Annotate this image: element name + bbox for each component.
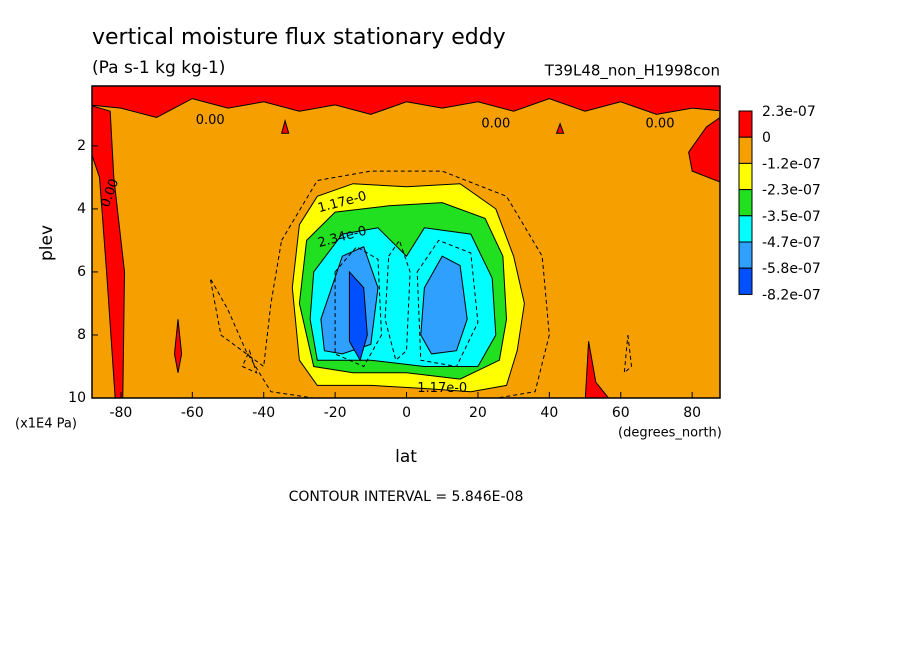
colorbar-label: -1.2e-07 (762, 156, 821, 172)
contour-fill (584, 341, 610, 398)
y-tick-label: 8 (77, 327, 86, 343)
y-tick-label: 2 (77, 138, 86, 154)
contour-fill (92, 86, 720, 119)
x-tick-label: 20 (469, 405, 487, 421)
colorbar-label: -5.8e-07 (762, 261, 821, 277)
contour-fill (173, 319, 183, 373)
subtitle: (Pa s-1 kg kg-1) (92, 58, 225, 78)
colorbar-box (738, 241, 753, 269)
x-tick-label: 40 (540, 405, 558, 421)
contour-line (241, 349, 258, 374)
y-axis-label: plev (37, 225, 57, 261)
footer: CONTOUR INTERVAL = 5.846E-08 (289, 489, 524, 505)
contour-fill (688, 116, 720, 183)
colorbar-box (738, 215, 753, 243)
y-units: (x1E4 Pa) (15, 417, 77, 432)
y-tick-label: 6 (77, 264, 86, 280)
contour-fill (92, 105, 126, 398)
colorbar-label: 2.3e-07 (762, 104, 816, 120)
contour-label: 0.00 (196, 113, 225, 128)
colorbar-box (738, 267, 753, 295)
colorbar-label: -2.3e-07 (762, 183, 821, 199)
x-units: (degrees_north) (618, 426, 722, 441)
contour-label: 0.00 (481, 116, 510, 131)
x-axis-label: lat (395, 447, 417, 467)
run-label: T39L48_non_H1998con (544, 62, 720, 81)
x-tick-label: -20 (324, 405, 347, 421)
x-tick-label: 0 (402, 405, 411, 421)
contour-line (416, 239, 479, 368)
x-tick-label: 60 (612, 405, 630, 421)
contour-label: 0.00 (646, 116, 675, 131)
plot-frame (91, 85, 721, 399)
contour-label: 1.17e-0 (417, 381, 467, 396)
colorbar-box (738, 136, 753, 164)
colorbar-label: -8.2e-07 (762, 287, 821, 303)
x-tick-label: 80 (683, 405, 701, 421)
colorbar-label: -3.5e-07 (762, 209, 821, 225)
contour-line (334, 246, 383, 368)
contour-fill (420, 255, 468, 355)
contour-fill (280, 118, 290, 134)
contour-line (623, 334, 633, 375)
chart-title: vertical moisture flux stationary eddy (92, 25, 506, 50)
y-tick-label: 10 (68, 390, 86, 406)
x-tick-label: -60 (181, 405, 204, 421)
contour-fill (348, 270, 368, 362)
x-tick-label: -80 (109, 405, 132, 421)
x-tick-label: -40 (252, 405, 275, 421)
colorbar-box (738, 110, 753, 138)
colorbar-box (738, 162, 753, 191)
colorbar-label: -4.7e-07 (762, 235, 821, 251)
colorbar-label: 0 (762, 130, 771, 146)
contour-fill (555, 122, 565, 134)
contour-line (209, 170, 550, 398)
y-tick-label: 4 (77, 201, 86, 217)
contour-layer (92, 86, 720, 398)
colorbar-box (738, 189, 753, 217)
